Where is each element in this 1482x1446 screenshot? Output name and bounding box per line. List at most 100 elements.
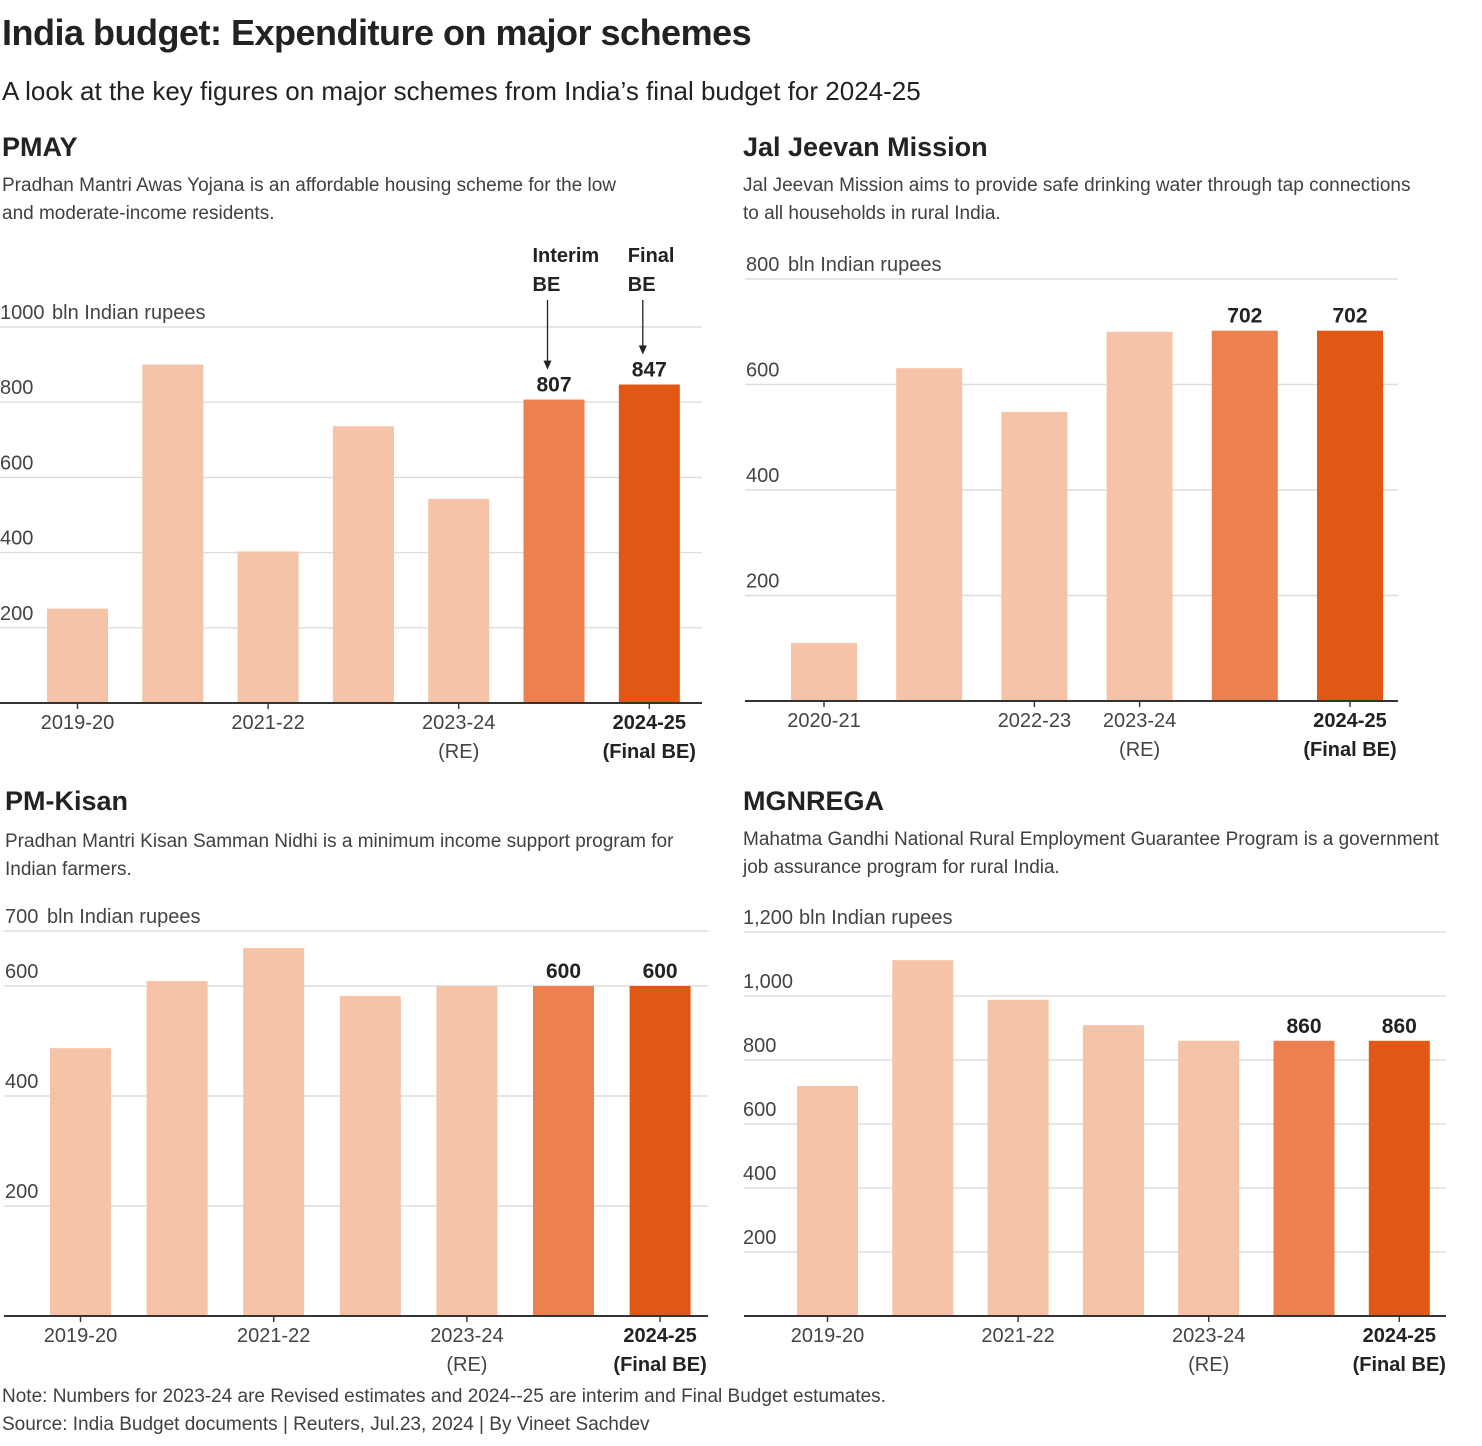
y-tick-label: 1,200	[743, 907, 793, 929]
bar-historical	[896, 368, 963, 701]
bar-historical	[436, 986, 498, 1316]
y-tick-label: 400	[743, 1163, 776, 1185]
x-tick-label: (RE)	[446, 1354, 487, 1376]
page-title: India budget: Expenditure on major schem…	[2, 12, 752, 53]
bar-historical	[791, 642, 857, 701]
y-tick-label: 1000	[0, 302, 45, 324]
page-subtitle: A look at the key figures on major schem…	[2, 76, 921, 106]
x-tick-label: 2023-24	[430, 1325, 503, 1347]
x-tick-label: 2023-24	[1103, 710, 1176, 732]
panel-title: MGNREGA	[743, 786, 884, 816]
annotation-label: BE	[533, 274, 561, 296]
y-tick-label: 700	[5, 906, 38, 928]
x-tick-label: 2021-22	[231, 712, 304, 734]
x-tick-label: 2022-23	[998, 710, 1071, 732]
y-tick-label: 600	[746, 360, 779, 382]
bar-historical	[47, 608, 108, 703]
x-tick-label: 2019-20	[44, 1325, 117, 1347]
x-tick-label: 2019-20	[41, 712, 114, 734]
x-tick-label: (RE)	[438, 741, 479, 763]
x-tick-label: 2024-25	[1313, 710, 1386, 732]
x-tick-label: (Final BE)	[603, 741, 696, 763]
data-label: 807	[536, 374, 571, 397]
bar-historical	[797, 1085, 858, 1316]
bar-final-be	[1368, 1040, 1430, 1316]
y-tick-label: 200	[746, 571, 779, 593]
x-tick-label: 2023-24	[422, 712, 495, 734]
y-tick-label: 1,000	[743, 971, 793, 993]
annotation-label: BE	[628, 274, 656, 296]
y-tick-label: 800	[0, 377, 33, 399]
y-tick-label: 400	[0, 528, 33, 550]
panel-description: Mahatma Gandhi National Rural Employment…	[743, 829, 1439, 878]
bar-historical	[332, 426, 394, 703]
data-label: 600	[546, 960, 581, 983]
bar-interim-be	[523, 399, 585, 703]
annotation-label: Interim	[533, 245, 600, 267]
panel-title: Jal Jeevan Mission	[743, 132, 988, 162]
data-label: 600	[643, 960, 678, 983]
source-credit: Source: India Budget documents | Reuters…	[2, 1414, 650, 1435]
panel-title: PMAY	[2, 132, 78, 162]
data-label: 860	[1382, 1015, 1417, 1038]
bar-final-be	[1317, 330, 1383, 701]
x-tick-label: 2023-24	[1172, 1325, 1245, 1347]
y-tick-label: 800	[743, 1035, 776, 1057]
bar-interim-be	[1211, 330, 1278, 701]
y-tick-label: 200	[743, 1227, 776, 1249]
bar-historical	[987, 999, 1049, 1316]
x-tick-label: (RE)	[1188, 1354, 1229, 1376]
x-tick-label: (Final BE)	[1353, 1354, 1446, 1376]
panel-title: PM-Kisan	[5, 786, 129, 816]
annotation-label: Final	[628, 245, 675, 267]
y-tick-label: 600	[743, 1099, 776, 1121]
bar-historical	[50, 1048, 111, 1316]
x-tick-label: 2019-20	[791, 1325, 864, 1347]
arrowhead-icon	[543, 360, 552, 370]
x-tick-label: 2020-21	[787, 710, 860, 732]
y-axis-unit-label: bln Indian rupees	[799, 907, 952, 929]
bar-historical	[146, 981, 208, 1316]
y-tick-label: 400	[746, 465, 779, 487]
y-tick-label: 600	[5, 961, 38, 983]
bar-interim-be	[533, 986, 594, 1316]
x-tick-label: (Final BE)	[613, 1354, 706, 1376]
bar-historical	[237, 551, 299, 703]
x-tick-label: 2021-22	[981, 1325, 1054, 1347]
x-tick-label: 2021-22	[237, 1325, 310, 1347]
footnote: Note: Numbers for 2023-24 are Revised es…	[2, 1386, 886, 1407]
data-label: 702	[1227, 305, 1262, 328]
panel-description: Pradhan Mantri Kisan Samman Nidhi is a m…	[5, 831, 674, 880]
bar-historical	[243, 948, 305, 1316]
y-axis-unit-label: bln Indian rupees	[47, 906, 200, 928]
bar-historical	[1106, 331, 1173, 701]
bar-historical	[1001, 411, 1068, 701]
arrowhead-icon	[638, 345, 647, 355]
x-tick-label: 2024-25	[1363, 1325, 1436, 1347]
data-label: 847	[632, 359, 667, 382]
x-tick-label: (RE)	[1119, 739, 1160, 761]
y-tick-label: 600	[0, 452, 33, 474]
bar-historical	[1082, 1025, 1144, 1316]
bar-final-be	[629, 986, 691, 1316]
bar-historical	[1178, 1040, 1240, 1316]
bar-historical	[428, 498, 490, 703]
y-tick-label: 800	[746, 254, 779, 276]
x-tick-label: 2024-25	[623, 1325, 696, 1347]
bar-final-be	[618, 384, 680, 703]
x-tick-label: (Final BE)	[1303, 739, 1396, 761]
bar-interim-be	[1273, 1040, 1335, 1316]
data-label: 702	[1332, 305, 1367, 328]
y-tick-label: 400	[5, 1071, 38, 1093]
panel-description: Jal Jeevan Mission aims to provide safe …	[743, 175, 1411, 224]
y-axis-unit-label: bln Indian rupees	[52, 302, 205, 324]
x-tick-label: 2024-25	[613, 712, 686, 734]
y-axis-unit-label: bln Indian rupees	[788, 254, 941, 276]
bar-historical	[892, 960, 954, 1316]
panel-description: Pradhan Mantri Awas Yojana is an afforda…	[2, 175, 617, 224]
y-tick-label: 200	[5, 1181, 38, 1203]
